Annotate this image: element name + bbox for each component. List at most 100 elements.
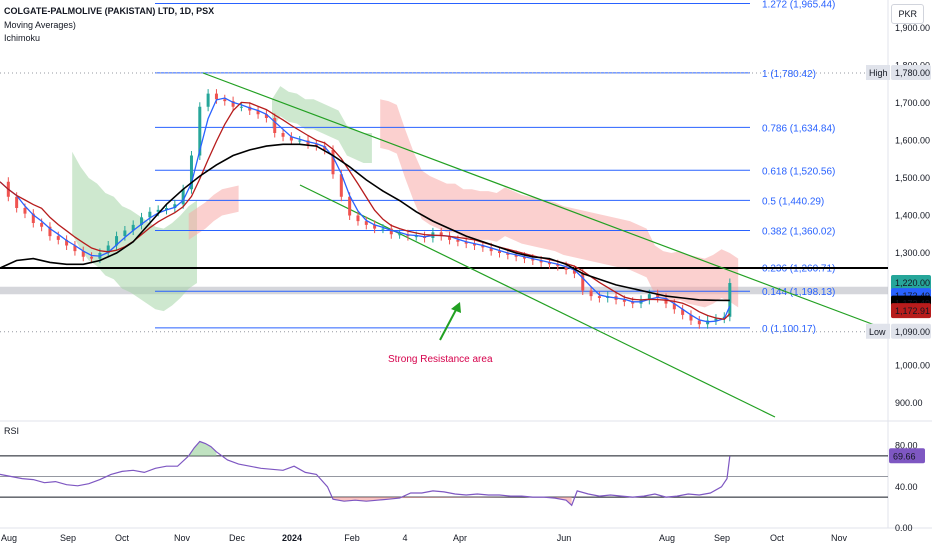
price-tick-label: 1,700.00 [895, 98, 930, 108]
candle-body [281, 133, 285, 137]
time-tick-label: Nov [831, 533, 848, 543]
candle-body [231, 101, 235, 107]
channel-lower-line [299, 184, 776, 418]
fib-level-label: 0.786 (1,634.84) [762, 123, 835, 134]
indicator-ichimoku[interactable]: Ichimoku [4, 33, 41, 43]
high-value-tag-bg [891, 65, 931, 80]
candle-body [289, 136, 293, 141]
fib-level-label: 1 (1,780.42) [762, 69, 816, 80]
candle-body [714, 318, 718, 321]
candle-body [456, 239, 460, 242]
fib-level-label: 0.382 (1,360.02) [762, 226, 835, 237]
candle-body [647, 294, 651, 300]
candle-body [131, 224, 135, 231]
high-word: High [869, 68, 888, 78]
fib-level-label: 1.272 (1,965.44) [762, 0, 835, 10]
low-word-bg [866, 323, 890, 339]
candle-body [514, 254, 518, 257]
candle-body [73, 245, 77, 252]
candle-body [223, 99, 227, 102]
candle-body [697, 320, 701, 325]
candle-body [123, 230, 127, 237]
candle-body [481, 245, 485, 248]
last-price-tag: 1,220.00 [895, 278, 930, 288]
candle-body [356, 215, 360, 222]
candle-body [531, 258, 535, 261]
candle-body [539, 260, 543, 263]
time-tick-label: Oct [770, 533, 785, 543]
candle-body [81, 251, 85, 257]
candle-body [572, 269, 576, 274]
low-value-tag-bg [891, 323, 931, 339]
indicator-rsi-label[interactable]: RSI [4, 426, 20, 436]
price-tick-label: 1,400.00 [895, 211, 930, 221]
last-price-tag-bg [891, 275, 931, 290]
rsi-value-tag: 69.66 [893, 451, 916, 461]
time-tick-label: Jun [557, 533, 572, 543]
candle-body [264, 114, 268, 118]
fib-level-label: 0.618 (1,520.56) [762, 166, 835, 177]
candle-body [672, 303, 676, 310]
candle-body [439, 232, 443, 237]
time-tick-label: Dec [229, 533, 246, 543]
candle-body [48, 226, 52, 237]
candle-body [214, 93, 218, 100]
candle-body [389, 228, 393, 235]
candle-body [239, 106, 243, 108]
fib-level-label: 0 (1,100.17) [762, 324, 816, 335]
time-tick-label: Sep [714, 533, 730, 543]
time-tick-label: Sep [60, 533, 76, 543]
ichimoku-cloud-bear [188, 185, 239, 240]
ichimoku-cloud-bear-2 [380, 99, 739, 308]
candle-body [564, 266, 568, 270]
rsi-line [0, 440, 731, 507]
low-word: Low [869, 327, 886, 337]
candle-body [273, 118, 277, 133]
time-tick-label: Apr [453, 533, 467, 543]
candle-body [373, 224, 377, 229]
ichimoku-tenkan-line [0, 97, 731, 323]
currency-badge[interactable]: PKR [891, 4, 924, 24]
ichimoku-cloud-bull-2 [272, 86, 372, 163]
indicator-moving-averages[interactable]: Moving Averages) [4, 20, 76, 30]
rsi-value-tag-bg [889, 448, 925, 464]
symbol-title[interactable]: COLGATE-PALMOLIVE (PAKISTAN) LTD, 1D, PS… [4, 6, 215, 16]
candle-body [364, 221, 368, 225]
rsi-tick-label: 0.00 [895, 523, 913, 533]
price-tick-label: 900.00 [895, 398, 923, 408]
moving-average-line [0, 143, 730, 302]
fib-level-label: 0.5 (1,440.29) [762, 196, 824, 207]
high-value-tag: 1,780.00 [895, 68, 930, 78]
resistance-annotation: Strong Resistance area [388, 354, 493, 365]
candle-body [306, 140, 310, 145]
candle-body [498, 251, 501, 253]
candle-body [448, 236, 452, 240]
candle-body [148, 211, 152, 218]
high-word-bg [866, 65, 890, 80]
price-tick-label: 1,600.00 [895, 136, 930, 146]
time-tick-label: Aug [1, 533, 17, 543]
time-tick-label: Oct [115, 533, 130, 543]
rsi-tick-label: 40.00 [895, 482, 918, 492]
fib-level-label: 0.144 (1,198.13) [762, 287, 835, 298]
candle-body [398, 234, 402, 236]
candle-body [189, 155, 193, 190]
candle-body [65, 239, 69, 246]
candle-body [115, 236, 119, 246]
rsi-oversold-fill [333, 497, 572, 506]
resistance-zone-band [0, 286, 888, 295]
time-tick-label: 2024 [282, 533, 302, 543]
time-tick-label: Aug [659, 533, 675, 543]
ichimoku-kijun-line [0, 101, 731, 320]
price-tick-label: 1,000.00 [895, 361, 930, 371]
candle-body [56, 236, 60, 240]
candle-body [298, 140, 302, 142]
candle-body [506, 253, 510, 255]
candle-body [106, 245, 110, 253]
candle-body [656, 294, 660, 298]
candle-body [156, 209, 160, 212]
candle-body [90, 256, 94, 259]
candle-body [173, 204, 177, 208]
candle-body [622, 299, 626, 302]
